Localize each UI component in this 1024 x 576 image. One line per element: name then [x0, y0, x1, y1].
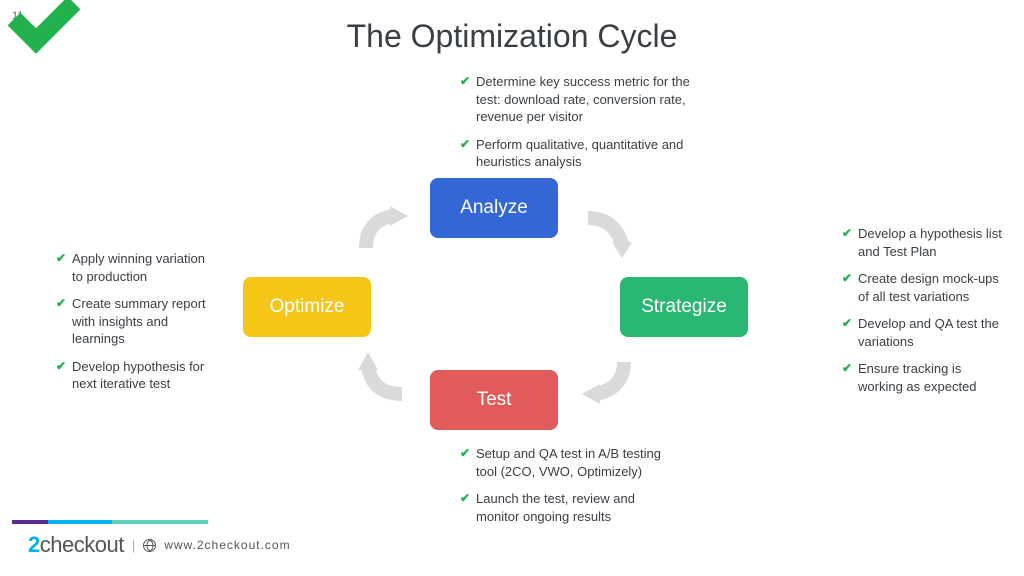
page-title: The Optimization Cycle — [0, 18, 1024, 55]
bullet-item: Develop and QA test the variations — [842, 315, 1002, 350]
logo-2: 2 — [28, 532, 40, 557]
bullet-item: Create design mock-ups of all test varia… — [842, 270, 1002, 305]
logo: 2checkout — [28, 532, 124, 558]
bullet-item: Create summary report with insights and … — [56, 295, 216, 348]
bullet-item: Develop a hypothesis list and Test Plan — [842, 225, 1002, 260]
bullet-item: Launch the test, review and monitor ongo… — [460, 490, 670, 525]
bullet-item: Apply winning variation to production — [56, 250, 216, 285]
globe-icon — [143, 539, 156, 552]
footer-url: www.2checkout.com — [164, 538, 290, 552]
bullet-item: Develop hypothesis for next iterative te… — [56, 358, 216, 393]
arrow-analyze-to-strategize-icon — [580, 202, 640, 262]
arrow-test-to-optimize-icon — [352, 348, 412, 408]
bullets-strategize: Develop a hypothesis list and Test Plan C… — [842, 225, 1002, 405]
bullets-test: Setup and QA test in A/B testing tool (2… — [460, 445, 670, 535]
cycle-node-strategize: Strategize — [620, 277, 748, 337]
cycle-node-analyze: Analyze — [430, 178, 558, 238]
footer-separator: | — [132, 538, 135, 553]
bullet-item: Perform qualitative, quantitative and he… — [460, 136, 690, 171]
bullet-item: Ensure tracking is working as expected — [842, 360, 1002, 395]
bullet-item: Setup and QA test in A/B testing tool (2… — [460, 445, 670, 480]
bullet-item: Determine key success metric for the tes… — [460, 73, 690, 126]
footer: 2checkout | www.2checkout.com — [28, 532, 291, 558]
arrow-optimize-to-analyze-icon — [352, 202, 412, 262]
footer-accent-bar — [12, 520, 208, 524]
cycle-node-optimize: Optimize — [243, 277, 371, 337]
cycle-node-test: Test — [430, 370, 558, 430]
bullets-optimize: Apply winning variation to production Cr… — [56, 250, 216, 403]
arrow-strategize-to-test-icon — [580, 348, 640, 408]
bullets-analyze: Determine key success metric for the tes… — [460, 73, 690, 181]
logo-checkout: checkout — [40, 532, 124, 557]
